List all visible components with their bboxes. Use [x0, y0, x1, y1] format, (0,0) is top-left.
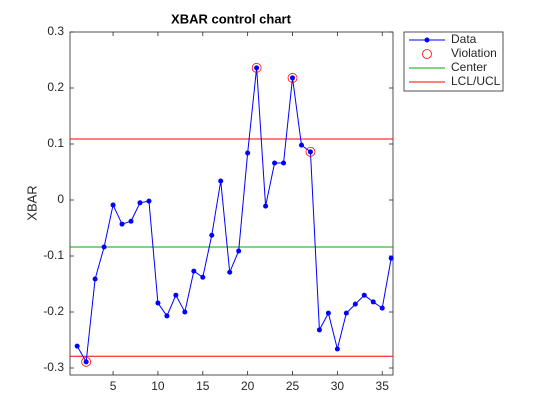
y-tick-label: -0.3	[43, 360, 64, 374]
chart-title: XBAR control chart	[171, 11, 292, 26]
data-point	[263, 203, 269, 209]
legend-label: Center	[451, 60, 487, 74]
y-tick-label: 0	[57, 192, 64, 206]
data-point	[164, 313, 170, 319]
y-tick-label: -0.2	[43, 304, 64, 318]
data-point	[236, 248, 242, 254]
data-point	[325, 310, 331, 316]
x-tick-label: 5	[110, 379, 117, 393]
data-point	[218, 178, 224, 184]
data-point	[74, 343, 80, 349]
y-tick-label: -0.1	[43, 248, 64, 262]
x-tick-label: 20	[241, 379, 255, 393]
legend-label: Violation	[451, 46, 497, 60]
legend-swatch	[422, 49, 432, 59]
violation-marker	[305, 146, 316, 157]
data-point	[227, 269, 233, 275]
violation-marker	[251, 62, 262, 73]
data-point	[191, 268, 197, 274]
data-point	[379, 305, 385, 311]
y-tick-label: 0.3	[47, 24, 64, 38]
x-tick-label: 25	[286, 379, 300, 393]
x-tick-label: 35	[376, 379, 390, 393]
legend-label: LCL/UCL	[451, 74, 501, 88]
data-point	[173, 292, 179, 298]
y-tick-label: 0.1	[47, 136, 64, 150]
data-point	[182, 309, 188, 315]
data-point	[137, 200, 143, 206]
data-point	[200, 274, 206, 280]
data-point	[388, 255, 394, 261]
x-tick-label: 15	[196, 379, 210, 393]
data-point	[343, 310, 349, 316]
violation-marker	[287, 73, 298, 83]
legend-swatch	[424, 37, 430, 43]
data-point	[361, 292, 367, 298]
data-point	[281, 160, 287, 166]
axes-box	[69, 31, 394, 376]
x-tick-label: 10	[151, 379, 165, 393]
legend-box	[403, 31, 504, 92]
data-point	[146, 198, 152, 204]
data-point	[334, 346, 340, 352]
data-point	[83, 359, 89, 365]
data-point	[119, 221, 125, 227]
y-tick-label: 0.2	[47, 80, 64, 94]
data-point	[370, 299, 376, 305]
data-point	[290, 75, 296, 81]
legend-label: Data	[451, 32, 477, 46]
data-point	[209, 232, 215, 238]
data-point	[254, 65, 260, 71]
data-point	[352, 301, 358, 307]
data-point	[128, 218, 134, 224]
violation-marker	[81, 356, 92, 367]
x-tick-label: 30	[331, 379, 345, 393]
y-axis-label: XBAR	[24, 185, 39, 220]
data-point	[92, 276, 98, 282]
data-point	[245, 150, 251, 156]
data-point	[307, 149, 313, 155]
data-point	[316, 327, 322, 333]
data-point	[101, 244, 107, 250]
data-point	[298, 142, 304, 148]
data-point	[110, 202, 116, 208]
data-point	[272, 160, 278, 166]
data-point	[155, 300, 161, 306]
